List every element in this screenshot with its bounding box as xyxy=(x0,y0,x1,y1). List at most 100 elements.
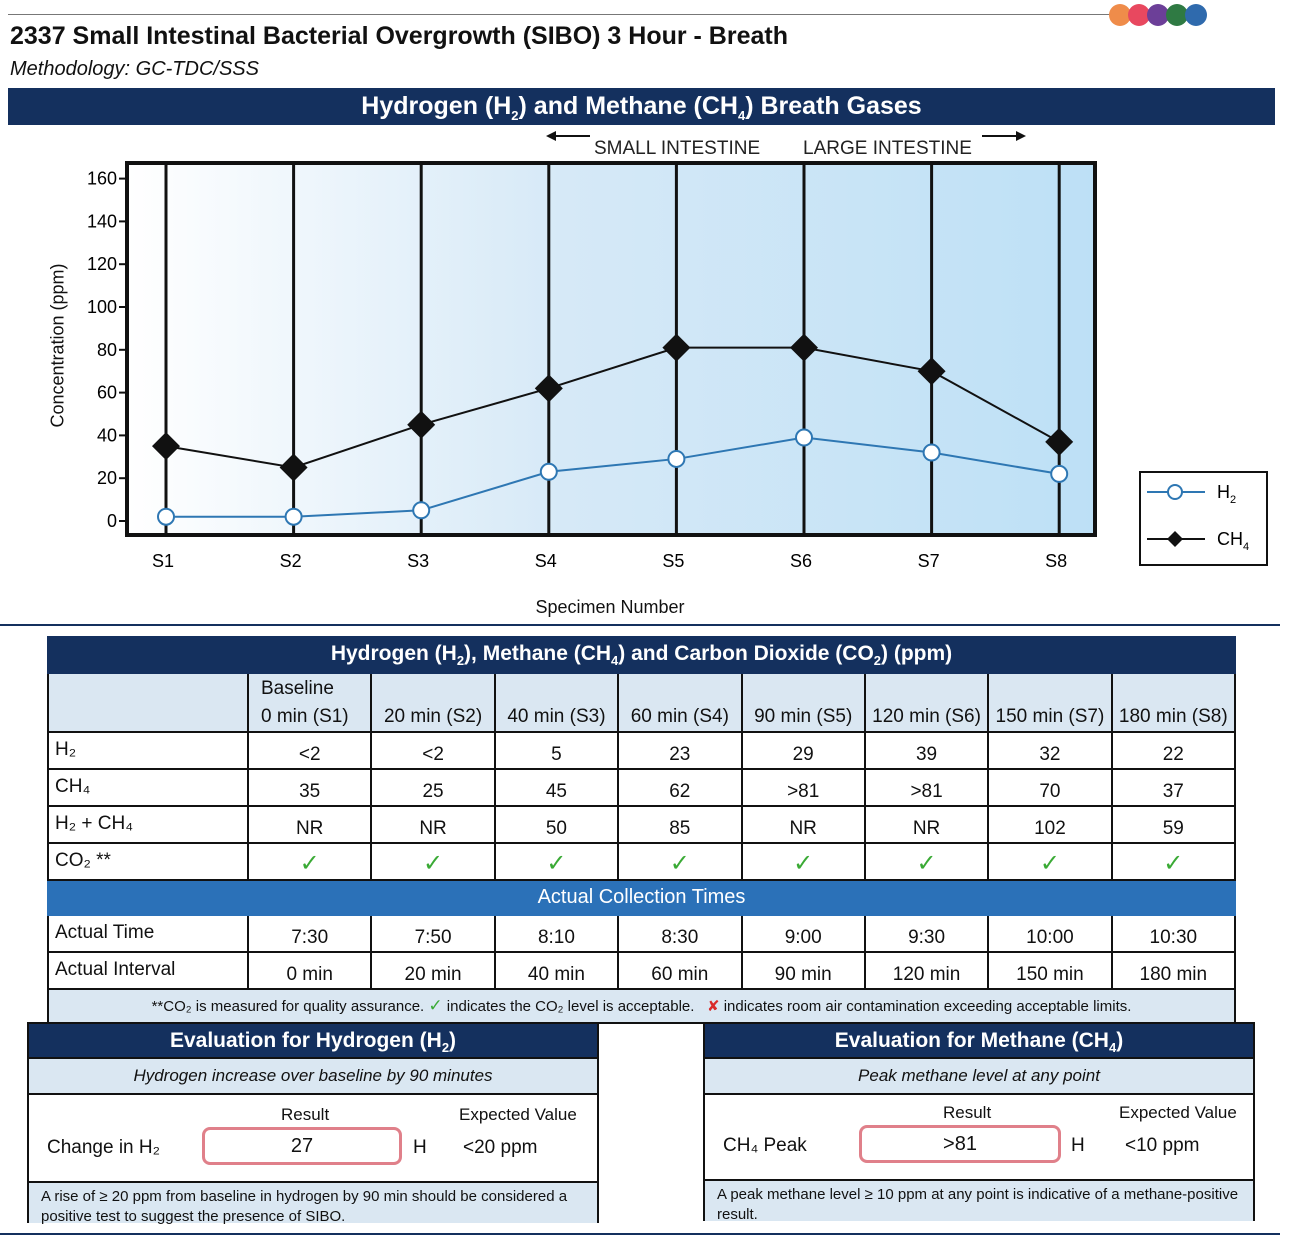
table-cell: 0 min xyxy=(246,951,373,990)
header-blank xyxy=(47,672,249,733)
table-cell: 5 xyxy=(493,731,620,770)
check-icon: ✓ xyxy=(546,850,567,877)
column-header: Baseline 0 min (S1) xyxy=(246,672,373,733)
table-cell: <2 xyxy=(370,731,496,770)
table-cell: 8:10 xyxy=(493,914,620,953)
x-tick-label: S5 xyxy=(662,551,684,571)
column-header: 90 min (S5) xyxy=(740,672,866,733)
table-cell: ✓ xyxy=(617,842,743,881)
table-cell: 85 xyxy=(617,805,743,844)
table-cell: 40 min xyxy=(493,951,620,990)
ch4-data-point xyxy=(534,374,563,403)
row-label: Actual Interval xyxy=(47,951,249,990)
table-cell: 50 xyxy=(493,805,620,844)
eval-h2-flag: H xyxy=(413,1137,427,1158)
brand-dot xyxy=(1147,4,1169,26)
y-tick-label: 60 xyxy=(97,383,117,403)
eval-ch4-subtitle: Peak methane level at any point xyxy=(705,1057,1253,1095)
eval-h2-label: Change in H₂ xyxy=(47,1137,160,1158)
table-cell: 39 xyxy=(863,731,990,770)
x-tick-label: S6 xyxy=(790,551,812,571)
row-label: H₂ xyxy=(47,731,249,770)
table-cell: 32 xyxy=(987,731,1113,770)
eval-ch4-flag: H xyxy=(1071,1135,1085,1156)
table-cell: ✓ xyxy=(370,842,496,881)
check-icon: ✓ xyxy=(1163,850,1184,877)
table-cell: ✓ xyxy=(246,842,373,881)
eval-ch4-note: A peak methane level ≥ 10 ppm at any poi… xyxy=(705,1179,1253,1223)
collection-times-title: Actual Collection Times xyxy=(47,879,1236,916)
x-tick-label: S4 xyxy=(535,551,557,571)
table-cell: 7:50 xyxy=(370,914,496,953)
table-cell: 90 min xyxy=(740,951,866,990)
evaluation-methane: Evaluation for Methane (CH4) Peak methan… xyxy=(703,1022,1255,1223)
y-tick-label: 100 xyxy=(87,297,117,317)
legend-box xyxy=(1139,471,1268,566)
chart-banner: Hydrogen (H2) and Methane (CH4) Breath G… xyxy=(8,88,1275,125)
table-row-ch4: CH₄ 35 25 45 62 >81 >81 70 37 xyxy=(47,768,1237,807)
x-tick-label: S8 xyxy=(1045,551,1067,571)
legend-h2-marker xyxy=(1167,484,1183,500)
evaluation-hydrogen: Evaluation for Hydrogen (H2) Hydrogen in… xyxy=(27,1022,599,1225)
legend-ch4-label: CH4 xyxy=(1217,529,1249,553)
check-icon: ✓ xyxy=(669,850,690,877)
table-cell: 25 xyxy=(370,768,496,807)
breath-gas-chart: 0 20 40 60 80 100 120 140 160 S1 S2 S3 S4 S5 S6 S7 S8 H… xyxy=(87,161,1268,571)
column-header-row: Baseline 0 min (S1) 20 min (S2) 40 min (S… xyxy=(47,672,1237,733)
row-label: Actual Time xyxy=(47,914,249,953)
column-header: 120 min (S6) xyxy=(863,672,990,733)
y-tick-label: 40 xyxy=(97,425,117,445)
check-icon: ✓ xyxy=(1039,850,1060,877)
h2-data-point xyxy=(412,501,431,520)
table-cell: ✓ xyxy=(863,842,990,881)
eval-h2-result: 27 xyxy=(202,1127,402,1165)
h2-data-point xyxy=(157,507,175,526)
column-header: 60 min (S4) xyxy=(617,672,743,733)
eval-ch4-result: >81 xyxy=(859,1125,1061,1163)
ch4-data-point xyxy=(1045,427,1074,456)
eval-ch4-expected: <10 ppm xyxy=(1125,1135,1200,1156)
legend-h2-label: H2 xyxy=(1217,482,1236,506)
table-cell: 23 xyxy=(617,731,743,770)
column-header: 150 min (S7) xyxy=(987,672,1113,733)
h2-data-point xyxy=(284,507,303,526)
table-title-row: Hydrogen (H2), Methane (CH4) and Carbon … xyxy=(47,636,1236,674)
table-cell: 120 min xyxy=(863,951,990,990)
table-cell: NR xyxy=(246,805,373,844)
eval-h2-subtitle: Hydrogen increase over baseline by 90 mi… xyxy=(29,1057,597,1095)
bottom-rule xyxy=(0,1233,1280,1235)
table-cell: 10:30 xyxy=(1110,914,1237,953)
table-cell: 37 xyxy=(1110,768,1237,807)
table-cell: ✓ xyxy=(740,842,866,881)
eval-ch4-expected-header: Expected Value xyxy=(1119,1103,1237,1122)
column-header: 180 min (S8) xyxy=(1110,672,1237,733)
table-cell: 59 xyxy=(1110,805,1237,844)
y-axis-label: Concentration (ppm) xyxy=(47,263,68,428)
table-cell: 9:30 xyxy=(863,914,990,953)
h2-data-point xyxy=(539,462,558,481)
table-title: Hydrogen (H2), Methane (CH4) and Carbon … xyxy=(47,636,1236,674)
table-cell: 20 min xyxy=(370,951,496,990)
check-icon: ✓ xyxy=(423,850,444,877)
table-cell: 180 min xyxy=(1110,951,1237,990)
ch4-data-point xyxy=(917,357,946,386)
left-arrow-icon xyxy=(546,131,590,141)
eval-h2-note: A rise of ≥ 20 ppm from baseline in hydr… xyxy=(29,1181,597,1225)
right-arrow-icon xyxy=(982,131,1026,141)
row-label: CH₄ xyxy=(47,768,249,807)
section-divider xyxy=(0,624,1280,626)
eval-h2-expected-header: Expected Value xyxy=(459,1105,577,1124)
check-icon: ✓ xyxy=(428,996,443,1015)
table-cell: NR xyxy=(370,805,496,844)
report-title: 2337 Small Intestinal Bacterial Overgrow… xyxy=(10,22,788,50)
brand-dot xyxy=(1166,4,1188,26)
x-tick-label: S7 xyxy=(918,551,940,571)
table-cell: NR xyxy=(740,805,866,844)
table-cell: 70 xyxy=(987,768,1113,807)
table-cell: 8:30 xyxy=(617,914,743,953)
h2-data-point xyxy=(922,443,941,462)
table-cell: 45 xyxy=(493,768,620,807)
y-tick-label: 140 xyxy=(87,211,117,231)
table-cell: 10:00 xyxy=(987,914,1113,953)
eval-ch4-label: CH₄ Peak xyxy=(723,1135,807,1156)
